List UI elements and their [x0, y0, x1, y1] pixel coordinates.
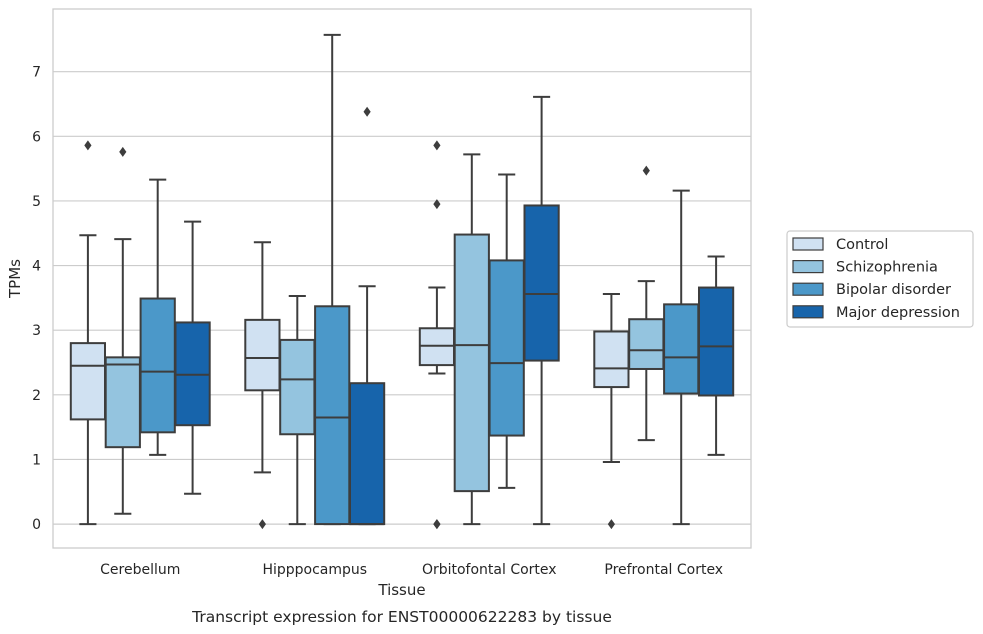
outlier-point: [84, 140, 92, 151]
box-control: [244, 241, 281, 530]
legend: Control Schizophrenia Bipolar disorder Majo…: [786, 230, 974, 328]
outlier-point: [363, 106, 371, 117]
y-tick-label: 6: [32, 129, 41, 145]
x-tick-label: Hipppocampus: [262, 562, 367, 578]
box-body: [593, 330, 630, 389]
y-tick-label: 5: [32, 194, 41, 210]
box-body: [279, 338, 316, 436]
plot-frame: [52, 8, 752, 549]
y-tick-label: 7: [32, 65, 41, 81]
box-body: [628, 318, 665, 370]
legend-label: Control: [836, 237, 888, 253]
legend-label: Major depression: [836, 305, 960, 321]
legend-label: Schizophrenia: [836, 260, 938, 276]
box-body: [453, 233, 490, 493]
box-body: [488, 259, 525, 437]
box-major-depression: [348, 106, 386, 526]
y-tick-label: 3: [32, 323, 41, 339]
box-body: [663, 303, 700, 395]
box-body: [244, 318, 281, 392]
box-schizophrenia: [628, 165, 665, 442]
box-schizophrenia: [453, 153, 490, 526]
box-schizophrenia: [279, 294, 316, 526]
legend-swatch: [792, 237, 824, 251]
legend-swatch: [792, 260, 824, 274]
figure-caption: Transcript expression for ENST0000062228…: [191, 608, 612, 626]
y-tick-label: 4: [32, 259, 41, 275]
x-axis-label: Tissue: [377, 581, 425, 599]
y-tick-label: 1: [32, 452, 41, 468]
x-tick-label: Orbitofontal Cortex: [422, 562, 557, 578]
box-bipolar-disorder: [314, 33, 351, 526]
box-control: [593, 293, 630, 530]
outlier-point: [642, 165, 650, 176]
box-bipolar-disorder: [663, 189, 700, 526]
y-tick-labels: 0 1 2 3 4 5 6 7: [32, 65, 41, 533]
box-body: [348, 382, 386, 526]
box-major-depression: [697, 255, 735, 456]
x-tick-label: Cerebellum: [100, 562, 180, 578]
box-schizophrenia: [104, 146, 141, 515]
x-tick-label: Prefrontal Cortex: [604, 562, 723, 578]
legend-frame: [786, 230, 974, 328]
y-axis-label: TPMs: [6, 259, 24, 299]
outlier-point: [433, 199, 441, 210]
box-control: [418, 140, 456, 530]
box-body: [104, 356, 141, 449]
outlier-point: [119, 146, 127, 157]
y-tick-label: 2: [32, 388, 41, 404]
legend-label: Bipolar disorder: [836, 282, 951, 298]
legend-swatch: [792, 282, 824, 296]
box-body: [697, 286, 735, 397]
outlier-point: [433, 519, 441, 530]
outlier-point: [433, 140, 441, 151]
box-major-depression: [523, 95, 560, 526]
x-tick-labels: Cerebellum Hipppocampus Orbitofontal Corte…: [100, 562, 723, 578]
box-major-depression: [174, 220, 211, 495]
legend-swatch: [792, 305, 824, 319]
boxes: [69, 33, 735, 530]
y-tick-label: 0: [32, 517, 41, 533]
box-bipolar-disorder: [139, 178, 176, 456]
outlier-point: [607, 519, 615, 530]
box-bipolar-disorder: [488, 173, 525, 489]
box-body: [314, 305, 351, 526]
box-body: [139, 297, 176, 434]
outlier-point: [258, 519, 266, 530]
box-body: [523, 204, 560, 362]
box-control: [69, 140, 107, 526]
box-body: [69, 342, 107, 421]
